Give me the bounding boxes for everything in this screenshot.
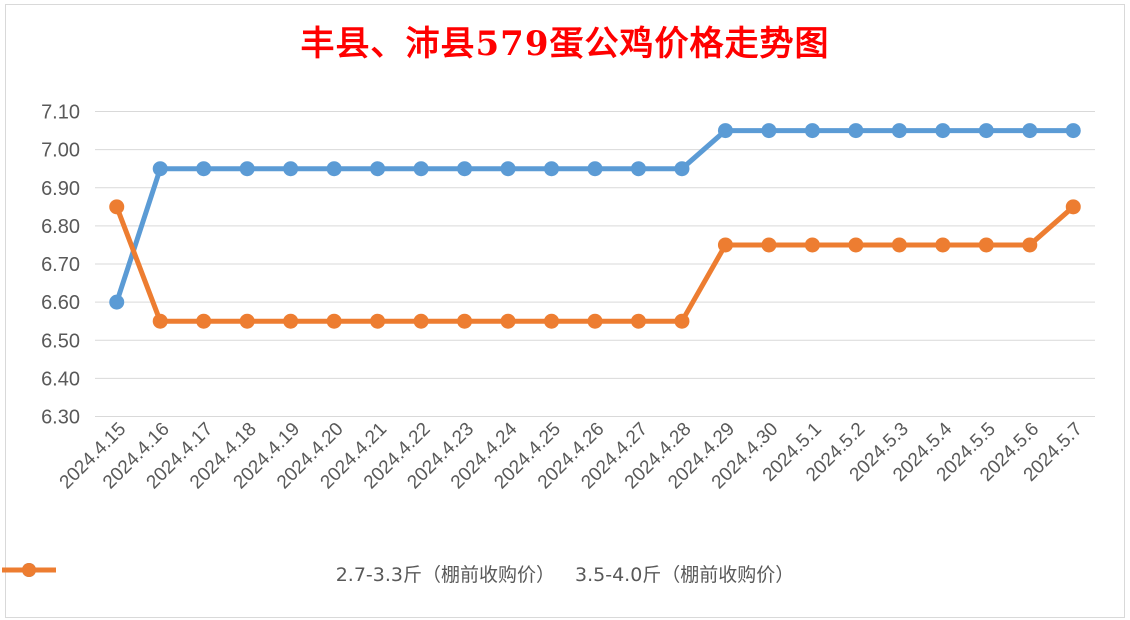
legend-item-series-1[interactable]: 2.7-3.3斤（棚前收购价） <box>2 560 555 587</box>
data-point-series-1[interactable] <box>500 161 516 177</box>
grid-lines <box>95 111 1095 417</box>
data-point-series-1[interactable] <box>891 123 907 139</box>
data-point-series-2[interactable] <box>326 313 342 329</box>
data-point-series-1[interactable] <box>457 161 473 177</box>
data-point-series-2[interactable] <box>804 237 820 253</box>
series-layer <box>109 123 1081 329</box>
data-point-series-2[interactable] <box>239 313 255 329</box>
data-point-series-2[interactable] <box>196 313 212 329</box>
data-point-series-1[interactable] <box>283 161 299 177</box>
chart-title: 丰县、沛县579蛋公鸡价格走势图 <box>300 24 830 64</box>
data-point-series-1[interactable] <box>587 161 603 177</box>
data-point-series-1[interactable] <box>630 161 646 177</box>
data-point-series-1[interactable] <box>413 161 429 177</box>
data-point-series-2[interactable] <box>848 237 864 253</box>
data-point-series-2[interactable] <box>1065 199 1081 215</box>
data-point-series-1[interactable] <box>544 161 560 177</box>
chart-frame <box>5 4 1125 618</box>
data-point-series-1[interactable] <box>196 161 212 177</box>
data-point-series-2[interactable] <box>152 313 168 329</box>
legend: 2.7-3.3斤（棚前收购价） 3.5-4.0斤（棚前收购价） <box>0 560 1130 587</box>
data-point-series-2[interactable] <box>109 199 125 215</box>
y-tick-label: 7.00 <box>41 140 80 162</box>
data-point-series-1[interactable] <box>674 161 690 177</box>
data-point-series-2[interactable] <box>370 313 386 329</box>
y-tick-label: 7.10 <box>41 102 80 124</box>
data-point-series-1[interactable] <box>326 161 342 177</box>
data-point-series-2[interactable] <box>457 313 473 329</box>
data-point-series-2[interactable] <box>544 313 560 329</box>
data-point-series-1[interactable] <box>761 123 777 139</box>
data-point-series-2[interactable] <box>630 313 646 329</box>
data-point-series-1[interactable] <box>978 123 994 139</box>
data-point-series-1[interactable] <box>717 123 733 139</box>
data-point-series-1[interactable] <box>935 123 951 139</box>
data-point-series-2[interactable] <box>978 237 994 253</box>
legend-swatch-series-2 <box>2 563 56 577</box>
data-point-series-2[interactable] <box>674 313 690 329</box>
data-point-series-2[interactable] <box>1022 237 1038 253</box>
data-point-series-1[interactable] <box>109 294 125 310</box>
y-axis-tick-labels: 7.10 7.00 6.90 6.80 6.70 6.60 6.50 6.40 6.30 <box>41 102 80 429</box>
y-tick-label: 6.70 <box>41 254 80 276</box>
data-point-series-2[interactable] <box>500 313 516 329</box>
data-point-series-2[interactable] <box>717 237 733 253</box>
legend-label-series-2: 3.5-4.0斤（棚前收购价） <box>575 564 795 586</box>
y-tick-label: 6.80 <box>41 216 80 238</box>
x-axis-tick-labels: 2024.4.152024.4.162024.4.172024.4.182024… <box>56 418 1087 493</box>
series-line-1 <box>114 128 1076 305</box>
data-point-series-2[interactable] <box>891 237 907 253</box>
legend-item-series-2[interactable]: 3.5-4.0斤（棚前收购价） <box>2 560 795 587</box>
data-point-series-2[interactable] <box>761 237 777 253</box>
data-point-series-1[interactable] <box>848 123 864 139</box>
data-point-series-1[interactable] <box>239 161 255 177</box>
y-tick-label: 6.40 <box>41 368 80 390</box>
data-point-series-2[interactable] <box>413 313 429 329</box>
chart-plot: 7.10 7.00 6.90 6.80 6.70 6.60 6.50 6.40 6.30 202… <box>41 102 1095 493</box>
y-tick-label: 6.30 <box>41 407 80 429</box>
legend-label-series-1: 2.7-3.3斤（棚前收购价） <box>335 564 555 586</box>
data-point-series-1[interactable] <box>370 161 386 177</box>
y-tick-label: 6.50 <box>41 330 80 352</box>
data-point-series-1[interactable] <box>152 161 168 177</box>
data-point-series-2[interactable] <box>283 313 299 329</box>
y-tick-label: 6.60 <box>41 292 80 314</box>
data-point-series-1[interactable] <box>804 123 820 139</box>
data-point-series-2[interactable] <box>587 313 603 329</box>
data-point-series-2[interactable] <box>935 237 951 253</box>
y-tick-label: 6.90 <box>41 178 80 200</box>
data-point-series-1[interactable] <box>1065 123 1081 139</box>
data-point-series-1[interactable] <box>1022 123 1038 139</box>
